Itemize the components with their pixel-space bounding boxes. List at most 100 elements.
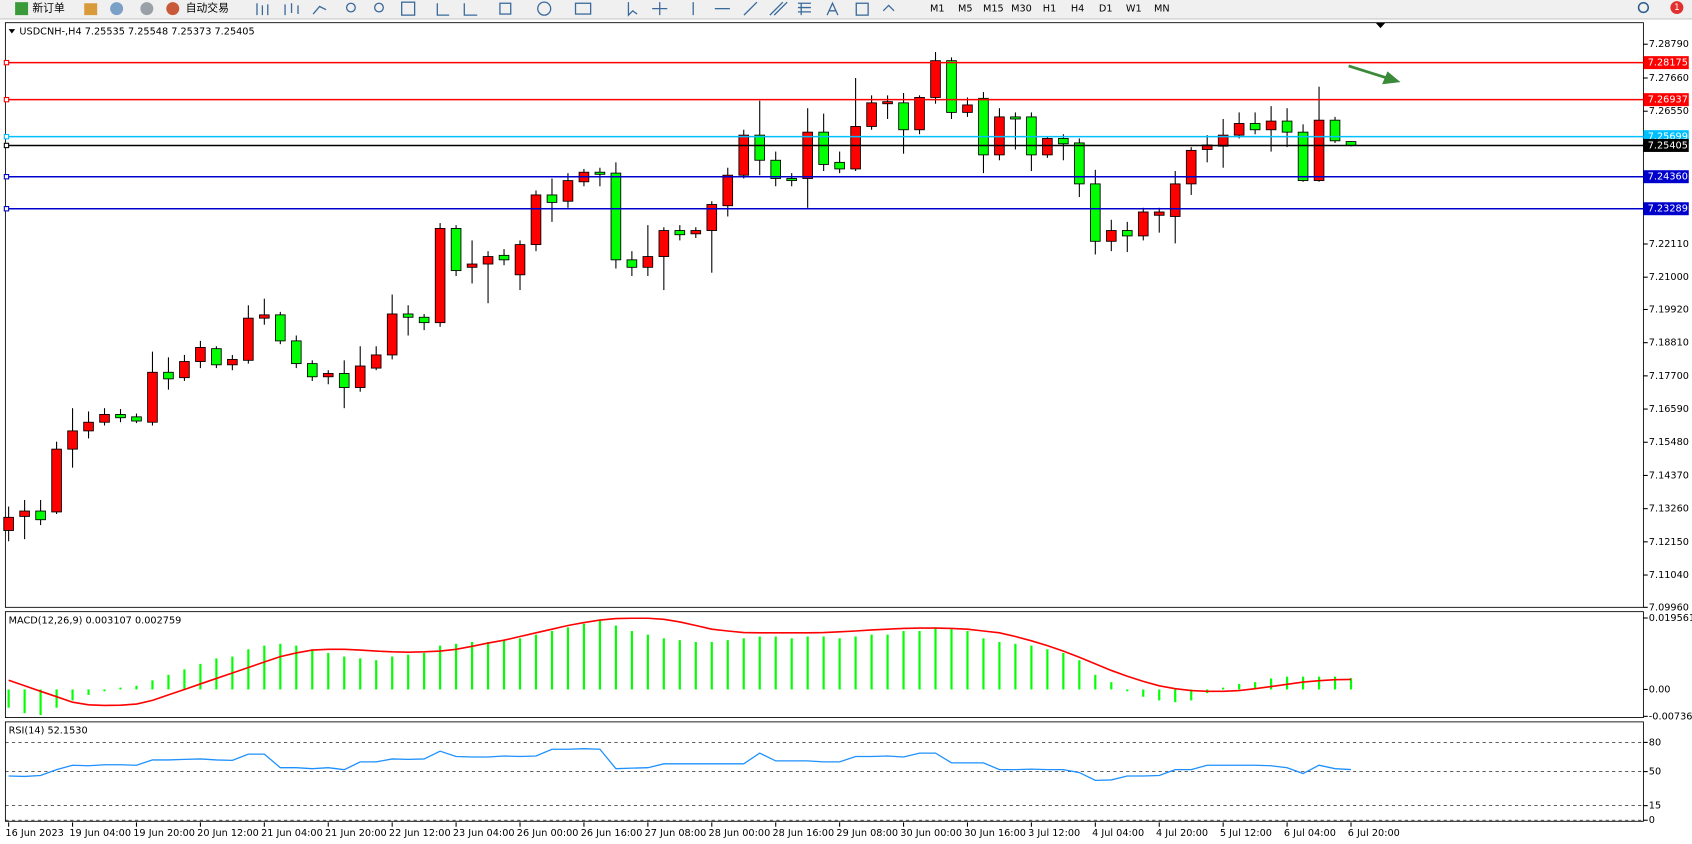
bar-chart-tool[interactable] <box>256 3 269 16</box>
new-order-button[interactable]: 新订单 <box>32 1 65 15</box>
candle-body <box>930 60 941 98</box>
trendline-tool[interactable] <box>743 1 758 16</box>
candle-body <box>514 244 526 276</box>
arrows-tool[interactable] <box>882 4 895 12</box>
auto-trading-icon[interactable] <box>166 2 180 16</box>
candle-body <box>690 230 702 235</box>
candle-body <box>626 259 638 268</box>
timeframe-button[interactable]: W1 <box>1126 4 1142 15</box>
tile-tool[interactable] <box>401 1 416 16</box>
new-order-icon[interactable] <box>15 2 29 16</box>
candle-body <box>1281 120 1293 133</box>
toolbar-icon[interactable] <box>84 3 98 16</box>
price-tag-label: 7.25405 <box>1648 140 1688 151</box>
y-tick-label: 7.26550 <box>1649 106 1689 117</box>
level-handle <box>3 133 10 140</box>
x-tick-label: 5 Jul 12:00 <box>1220 828 1272 839</box>
x-tick-label: 4 Jul 20:00 <box>1156 828 1208 839</box>
y-tick-label: 7.15480 <box>1649 437 1689 448</box>
candle-body <box>83 421 94 432</box>
candle-body <box>1121 230 1133 237</box>
cursor-tool[interactable] <box>627 2 638 17</box>
timeframe-button[interactable]: M15 <box>983 4 1004 15</box>
x-tick-label: 28 Jun 00:00 <box>709 828 771 839</box>
timeframe-button[interactable]: H1 <box>1043 4 1056 15</box>
price-tag <box>1643 56 1689 70</box>
y-tick-label: 7.21000 <box>1649 272 1689 283</box>
candle-body <box>338 373 350 388</box>
line-chart-tool[interactable] <box>312 5 327 15</box>
x-tick-label: 26 Jun 16:00 <box>581 828 643 839</box>
candle-body <box>290 340 302 365</box>
x-tick-label: 21 Jun 20:00 <box>325 828 387 839</box>
x-tick-label: 6 Jul 04:00 <box>1284 828 1336 839</box>
x-tick-label: 6 Jul 20:00 <box>1348 828 1400 839</box>
candle-body <box>99 414 110 423</box>
search-icon[interactable] <box>1637 1 1650 14</box>
pane-title: MACD(12,26,9) 0.003107 0.002759 <box>9 615 182 626</box>
y-tick-label: 15 <box>1649 801 1661 812</box>
y-tick-label: 7.28790 <box>1649 39 1689 50</box>
candle-body <box>1265 120 1277 131</box>
shift-tool[interactable] <box>463 3 478 16</box>
candle-body <box>322 373 334 378</box>
timeframe-button[interactable]: D1 <box>1099 4 1113 15</box>
arrow-shaft <box>1348 64 1387 80</box>
label-tool[interactable] <box>855 2 869 16</box>
candle-body <box>962 104 973 113</box>
zoom-out-tool[interactable] <box>374 2 384 13</box>
candle-body <box>1233 123 1245 136</box>
candle-body <box>1249 123 1261 131</box>
level-handle <box>3 206 10 212</box>
candle-body <box>195 347 206 362</box>
candle-body <box>1010 116 1021 120</box>
y-tick-label: -0.007367 <box>1649 711 1692 722</box>
periods-tool[interactable] <box>537 1 552 16</box>
candle-body <box>211 348 222 366</box>
price-tag <box>1643 93 1689 107</box>
candle-body <box>946 60 957 113</box>
candle-body <box>594 171 606 175</box>
fibo-tool[interactable] <box>797 2 811 16</box>
level-handle <box>3 174 10 180</box>
crosshair-tool[interactable] <box>652 2 668 16</box>
zoom-in-tool[interactable] <box>345 2 356 13</box>
timeframe-button[interactable]: M1 <box>930 4 945 15</box>
x-tick-label: 23 Jun 04:00 <box>453 828 515 839</box>
x-tick-label: 29 Jun 08:00 <box>836 828 898 839</box>
toolbar-icon[interactable] <box>110 2 124 16</box>
annotation-arrow <box>1348 64 1401 85</box>
toolbar-icon[interactable] <box>140 2 154 16</box>
channel-tool[interactable] <box>769 1 788 16</box>
candle-body <box>1058 137 1069 145</box>
candle-body <box>35 510 46 521</box>
y-tick-label: 7.18810 <box>1649 338 1689 349</box>
y-tick-label: 0 <box>1649 815 1655 826</box>
timeframe-button[interactable]: MN <box>1154 4 1170 15</box>
candle-body <box>418 316 430 324</box>
timeframes: M1 M5 M15 M30 H1 H4 D1 W1 MN <box>930 4 1170 15</box>
chart-menu-marker[interactable] <box>8 29 16 34</box>
candle-body <box>482 256 494 265</box>
candle-body <box>978 97 989 156</box>
timeframe-button[interactable]: M5 <box>958 4 973 15</box>
candle-tool[interactable] <box>284 3 299 16</box>
candle-body <box>562 180 574 202</box>
notification-badge[interactable] <box>1670 1 1684 15</box>
candle-body <box>1185 149 1197 185</box>
candle-body <box>1313 119 1325 182</box>
auto-trading-button[interactable]: 自动交易 <box>186 1 229 15</box>
templates-tool[interactable] <box>574 2 592 15</box>
candle-body <box>1042 137 1053 156</box>
timeframe-button[interactable]: M30 <box>1011 4 1032 15</box>
candle-body <box>834 161 845 170</box>
timeframe-button[interactable]: H4 <box>1071 4 1084 15</box>
indicators-tool[interactable] <box>499 2 512 15</box>
text-tool[interactable] <box>826 1 839 16</box>
y-tick-label: 0.00 <box>1649 684 1671 695</box>
autoscroll-tool[interactable] <box>436 3 450 16</box>
y-tick-label: 7.27660 <box>1649 73 1689 84</box>
price-tag-label: 7.28175 <box>1648 58 1688 69</box>
x-tick-label: 22 Jun 12:00 <box>389 828 451 839</box>
